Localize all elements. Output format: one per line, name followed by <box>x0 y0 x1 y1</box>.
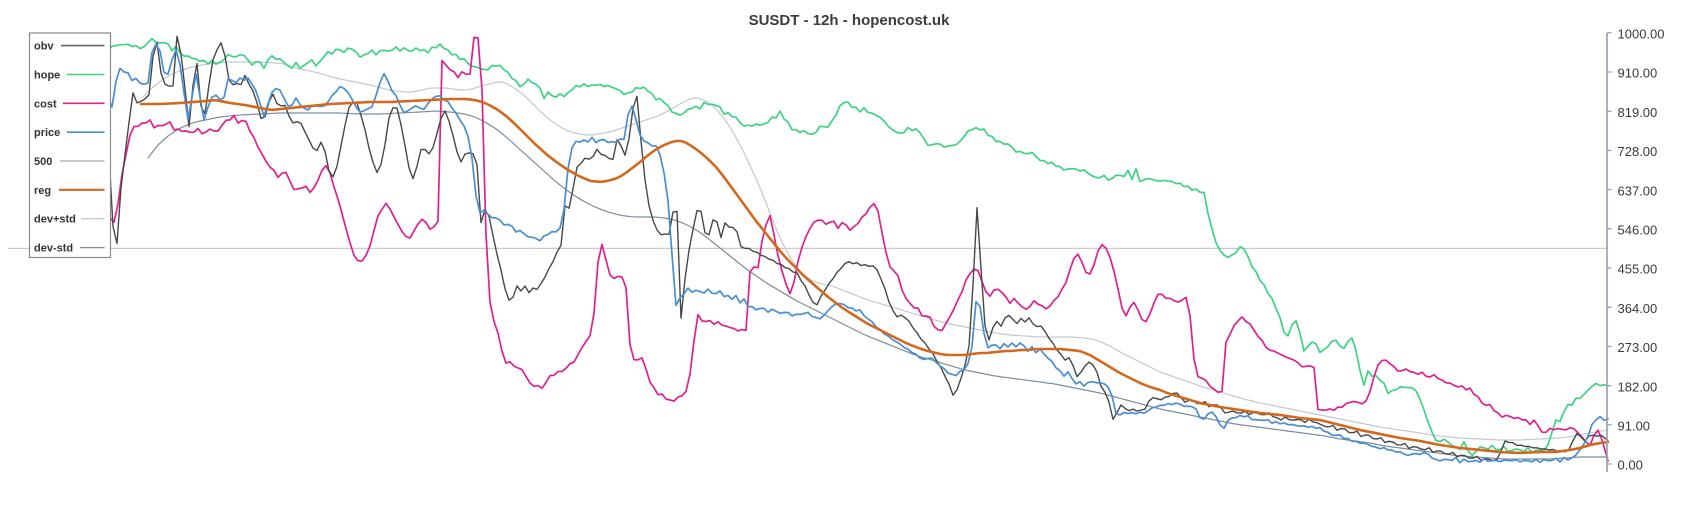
svg-text:SUSDT - 12h - hopencost.uk: SUSDT - 12h - hopencost.uk <box>749 12 951 29</box>
svg-text:dev-std: dev-std <box>34 243 73 255</box>
svg-text:500: 500 <box>34 156 52 168</box>
svg-text:dev+std: dev+std <box>34 214 76 226</box>
svg-text:1000.00: 1000.00 <box>1618 27 1665 42</box>
svg-text:546.00: 546.00 <box>1618 223 1658 238</box>
svg-text:hope: hope <box>34 70 60 82</box>
svg-text:cost: cost <box>34 98 57 110</box>
svg-text:910.00: 910.00 <box>1618 66 1658 81</box>
svg-text:price: price <box>34 127 60 139</box>
svg-text:0.00: 0.00 <box>1618 458 1643 473</box>
svg-text:reg: reg <box>34 185 51 197</box>
svg-text:91.00: 91.00 <box>1618 419 1651 434</box>
svg-text:819.00: 819.00 <box>1618 105 1658 120</box>
svg-text:273.00: 273.00 <box>1618 340 1658 355</box>
svg-text:364.00: 364.00 <box>1618 301 1658 316</box>
svg-text:182.00: 182.00 <box>1618 379 1658 394</box>
svg-text:728.00: 728.00 <box>1618 144 1658 159</box>
svg-text:455.00: 455.00 <box>1618 262 1658 277</box>
svg-text:obv: obv <box>34 41 54 53</box>
svg-text:637.00: 637.00 <box>1618 183 1658 198</box>
